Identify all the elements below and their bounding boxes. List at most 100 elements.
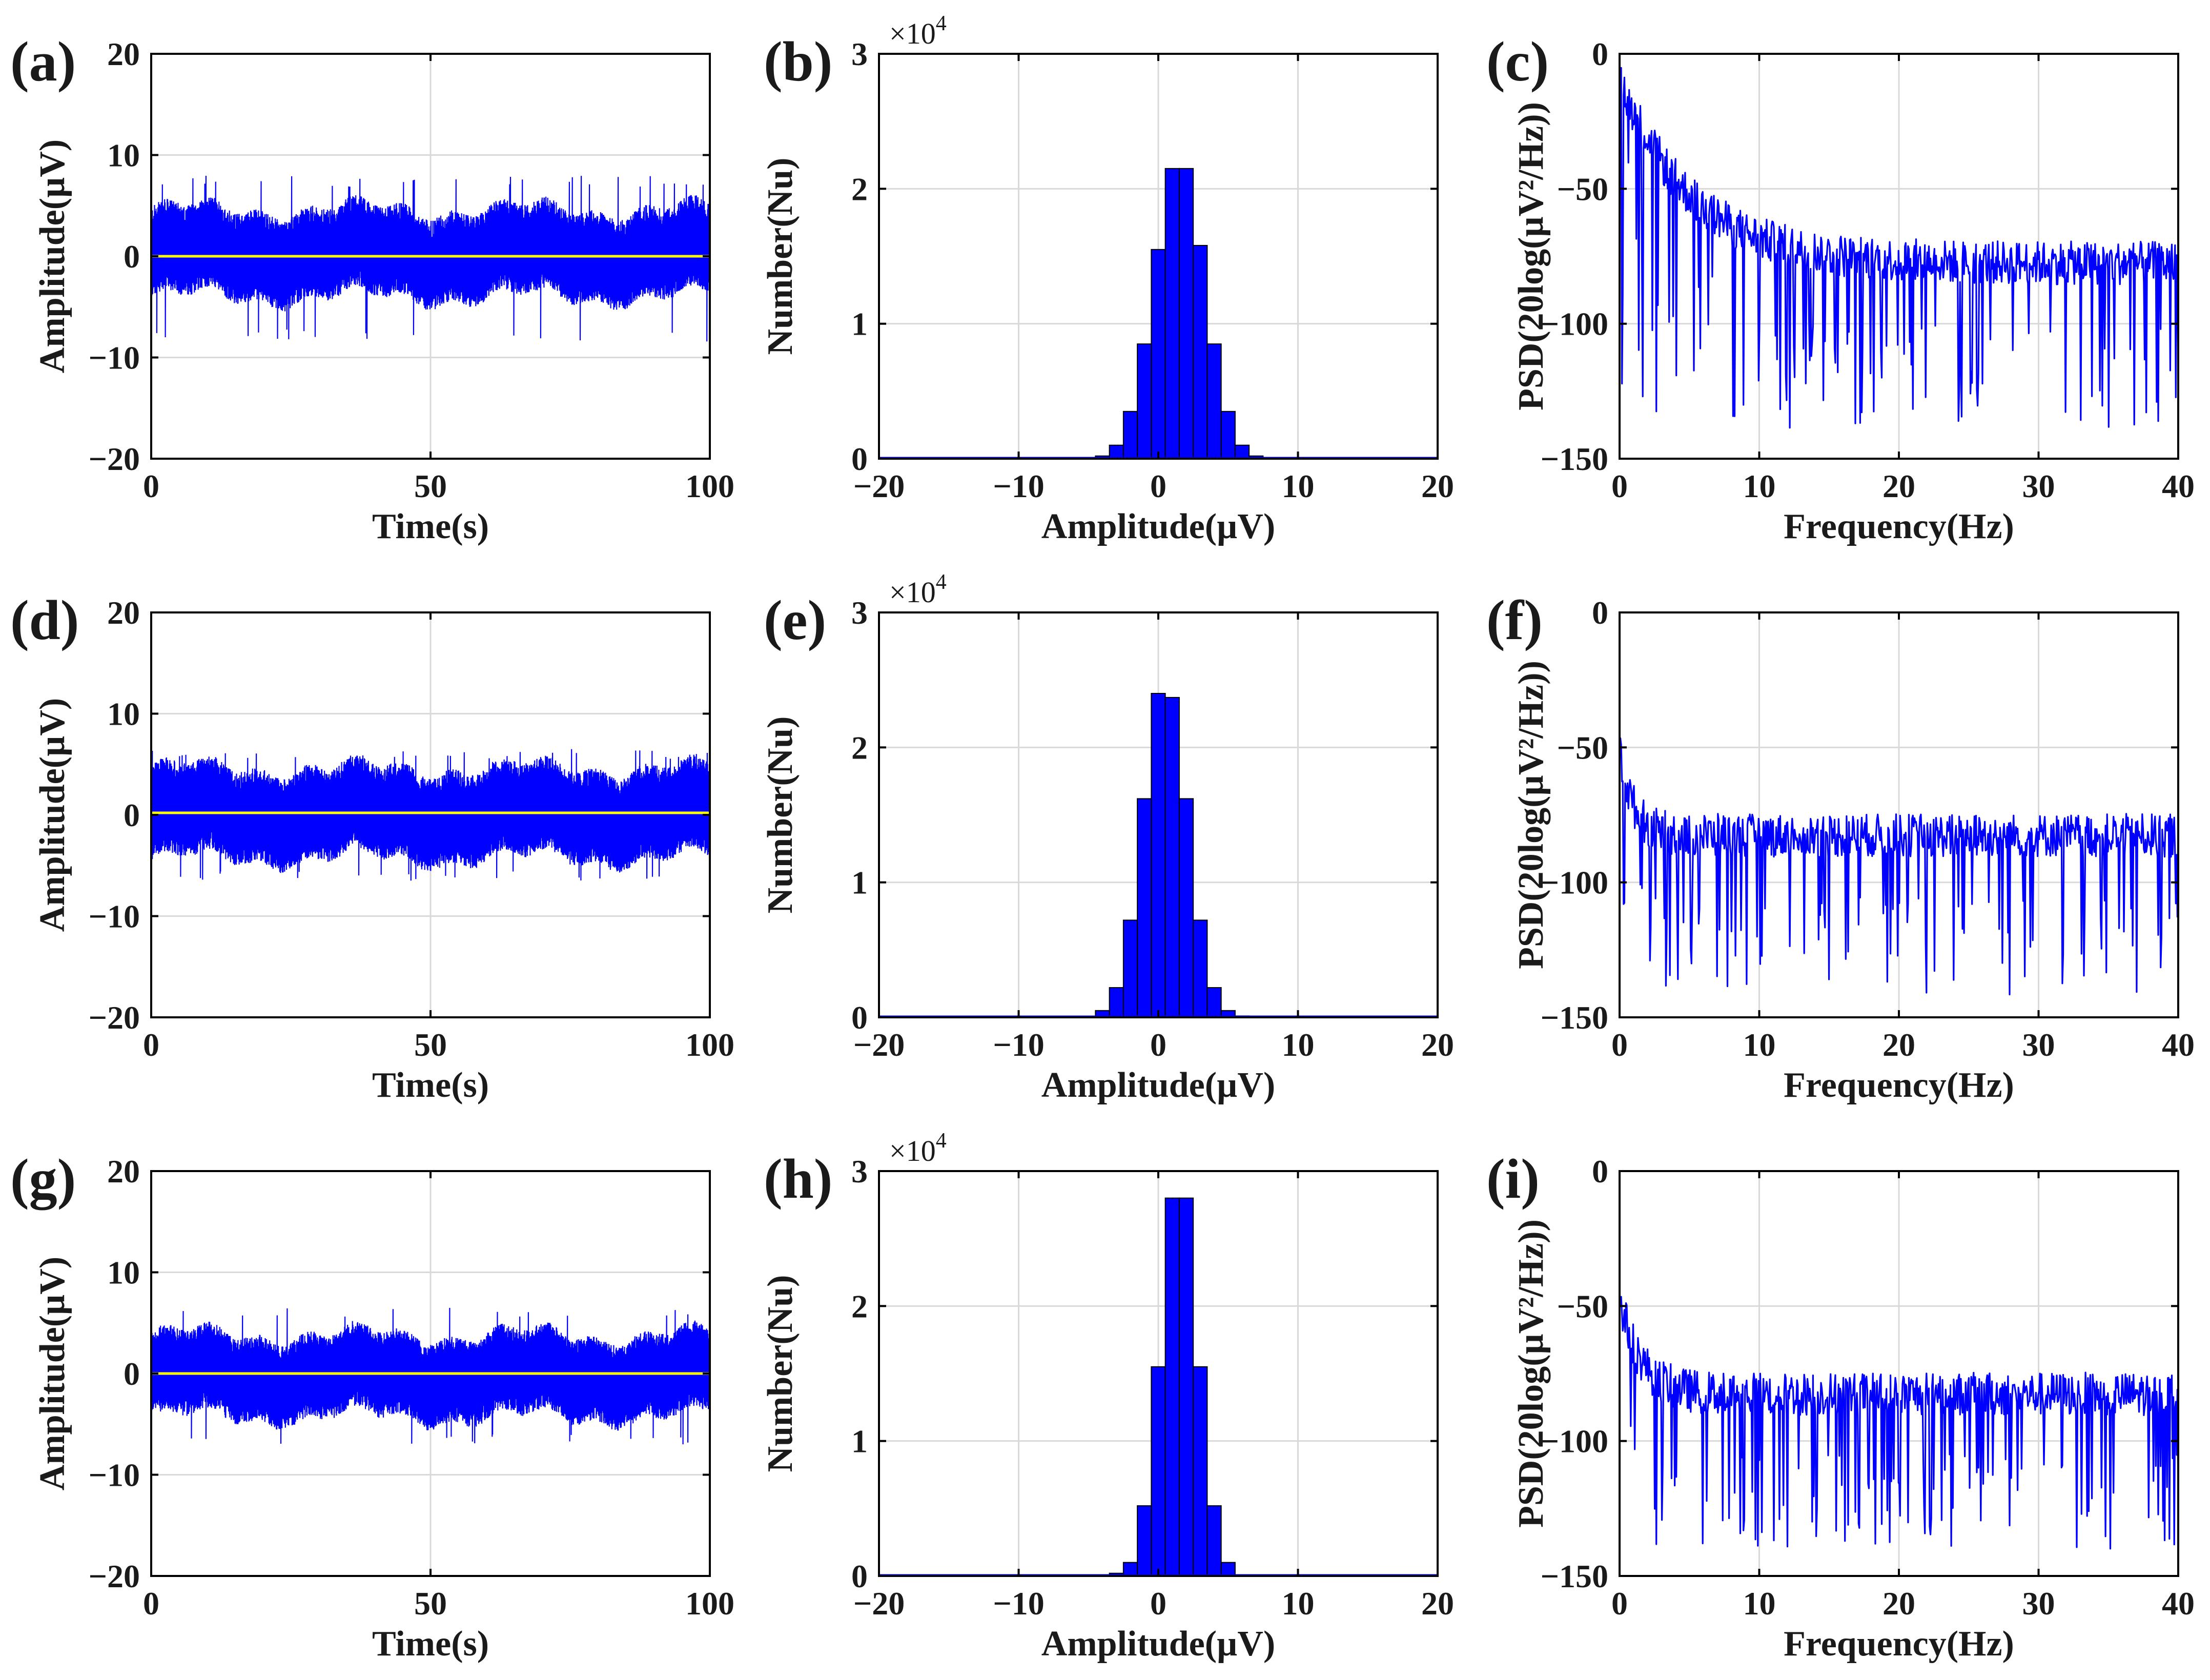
y-tick-label: −10 bbox=[89, 1457, 140, 1493]
signal-trace bbox=[150, 1307, 711, 1445]
x-tick-label: 0 bbox=[1150, 468, 1167, 504]
y-tick-label: 0 bbox=[1592, 36, 1608, 72]
y-axis-label: PSD(20log(µV²/Hz)) bbox=[1511, 1219, 1551, 1528]
x-tick-label: 20 bbox=[1882, 468, 1915, 504]
y-tick-label: 0 bbox=[851, 999, 868, 1036]
histogram-bar bbox=[1109, 987, 1124, 1018]
histogram-bar bbox=[1122, 411, 1138, 459]
y-axis-label: Amplitude(µV) bbox=[33, 1257, 72, 1490]
y-tick-label: −150 bbox=[1541, 441, 1608, 477]
x-axis-label: Time(s) bbox=[372, 507, 489, 546]
histogram-bar bbox=[1164, 168, 1180, 460]
histogram-bar bbox=[1151, 249, 1166, 459]
chart-panel-g: 0 50 100 −20 −10 0 10 20 Time(s) Amplitude(µV) (g) bbox=[10, 1148, 734, 1664]
y-axis-label: Amplitude(µV) bbox=[33, 698, 72, 932]
y-tick-label: −50 bbox=[1557, 1288, 1608, 1324]
y-tick-label: −100 bbox=[1541, 1423, 1608, 1460]
y-tick-label: 3 bbox=[851, 36, 868, 72]
y-axis-label: Number(Nu) bbox=[761, 158, 800, 355]
y-tick-label: 0 bbox=[124, 797, 140, 833]
x-tick-label: −10 bbox=[993, 1027, 1044, 1063]
x-tick-label: 50 bbox=[414, 1585, 447, 1622]
y-tick-label: −20 bbox=[89, 999, 140, 1036]
x-tick-label: −20 bbox=[853, 1585, 905, 1622]
y-tick-label: 10 bbox=[107, 1255, 140, 1291]
histogram-bar bbox=[1193, 919, 1208, 1018]
x-tick-label: 100 bbox=[685, 468, 734, 504]
y-tick-label: −50 bbox=[1557, 729, 1608, 766]
psd-trace bbox=[1619, 67, 2179, 429]
chart-panel-h: −20 −10 0 10 20 0 1 2 3 ×104 Amplitude(µV) Number(N… bbox=[761, 1129, 1454, 1664]
y-axis-label: Number(Nu) bbox=[761, 716, 800, 914]
x-axis-label: Frequency(Hz) bbox=[1784, 1624, 2014, 1664]
y-tick-label: 10 bbox=[107, 137, 140, 174]
histogram-bar bbox=[1178, 798, 1194, 1018]
chart-panel-i: 0 10 20 30 40 −150 −100 −50 0 Frequency(Hz) PSD(20… bbox=[1486, 1148, 2195, 1664]
y-tick-label: −10 bbox=[89, 898, 140, 935]
y-exponent-label: ×104 bbox=[889, 1129, 947, 1167]
panel-label: (g) bbox=[10, 1148, 76, 1210]
y-exponent-base: ×10 bbox=[889, 1134, 936, 1167]
psd-trace bbox=[1619, 737, 2179, 996]
x-tick-label: 40 bbox=[2162, 1585, 2195, 1622]
x-tick-label: 20 bbox=[1882, 1027, 1915, 1063]
histogram-bar bbox=[1220, 411, 1236, 459]
x-tick-label: 0 bbox=[1611, 1585, 1628, 1622]
panel-label: (i) bbox=[1486, 1148, 1540, 1210]
x-tick-label: 100 bbox=[685, 1027, 734, 1063]
panel-label: (f) bbox=[1486, 589, 1543, 651]
psd-trace bbox=[1619, 1295, 2179, 1550]
x-tick-label: 10 bbox=[1743, 1027, 1776, 1063]
histogram-bar bbox=[1122, 1562, 1138, 1577]
y-tick-label: −50 bbox=[1557, 171, 1608, 207]
histogram-bar bbox=[1206, 987, 1222, 1018]
y-axis-label: PSD(20log(µV²/Hz)) bbox=[1511, 102, 1551, 411]
y-tick-label: 3 bbox=[851, 595, 868, 631]
x-tick-label: 40 bbox=[2162, 468, 2195, 504]
x-tick-label: 40 bbox=[2162, 1027, 2195, 1063]
x-tick-label: −10 bbox=[993, 1585, 1044, 1622]
x-tick-label: 0 bbox=[143, 1027, 159, 1063]
histogram-bar bbox=[1193, 1366, 1208, 1576]
y-tick-label: −100 bbox=[1541, 306, 1608, 342]
y-tick-label: 1 bbox=[851, 1423, 868, 1460]
y-tick-label: 0 bbox=[124, 1356, 140, 1392]
histogram-bar bbox=[1178, 1197, 1194, 1577]
histogram-bar bbox=[1220, 1562, 1236, 1577]
x-axis-label: Amplitude(µV) bbox=[1041, 1624, 1275, 1664]
y-exponent-power: 4 bbox=[936, 1129, 947, 1153]
histogram-bar bbox=[1122, 919, 1138, 1018]
panel-label: (d) bbox=[10, 589, 79, 651]
x-tick-label: 0 bbox=[1150, 1585, 1167, 1622]
histogram-bar bbox=[1151, 1366, 1166, 1576]
panel-label: (b) bbox=[764, 30, 832, 93]
histogram-bar bbox=[1151, 693, 1166, 1018]
y-tick-label: −20 bbox=[89, 441, 140, 477]
x-axis-label: Amplitude(µV) bbox=[1041, 1066, 1275, 1105]
x-tick-label: 20 bbox=[1421, 1585, 1454, 1622]
x-tick-label: 0 bbox=[1150, 1027, 1167, 1063]
y-tick-label: 2 bbox=[851, 171, 868, 207]
histogram-bar bbox=[1234, 444, 1250, 460]
x-axis-label: Frequency(Hz) bbox=[1784, 1066, 2014, 1105]
y-axis-label: PSD(20log(µV²/Hz)) bbox=[1511, 661, 1551, 969]
y-exponent-base: ×10 bbox=[889, 576, 936, 609]
y-tick-label: 20 bbox=[107, 595, 140, 631]
x-tick-label: 30 bbox=[2022, 468, 2055, 504]
y-exponent-label: ×104 bbox=[889, 570, 947, 609]
histogram-bar bbox=[1193, 244, 1208, 459]
y-tick-label: −150 bbox=[1541, 1558, 1608, 1594]
y-tick-label: 20 bbox=[107, 36, 140, 72]
x-axis-label: Time(s) bbox=[372, 1066, 489, 1105]
y-tick-label: 1 bbox=[851, 306, 868, 342]
y-tick-label: 3 bbox=[851, 1153, 868, 1190]
x-tick-label: 30 bbox=[2022, 1585, 2055, 1622]
panel-label: (c) bbox=[1486, 30, 1549, 93]
y-exponent-power: 4 bbox=[936, 12, 947, 35]
y-tick-label: 0 bbox=[124, 238, 140, 275]
histogram-bar bbox=[1178, 168, 1194, 460]
signal-trace bbox=[150, 749, 711, 881]
y-tick-label: −20 bbox=[89, 1558, 140, 1594]
y-tick-label: −150 bbox=[1541, 999, 1608, 1036]
